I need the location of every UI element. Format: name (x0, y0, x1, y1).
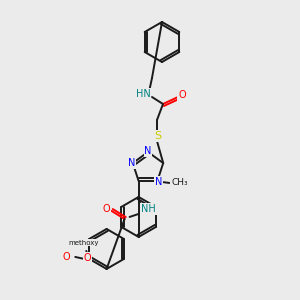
Text: methoxy: methoxy (68, 240, 98, 246)
Text: S: S (154, 131, 162, 141)
Text: O: O (62, 252, 70, 262)
Text: CH₃: CH₃ (171, 178, 188, 188)
Text: N: N (144, 146, 152, 156)
Text: NH: NH (141, 204, 156, 214)
Text: N: N (155, 177, 162, 187)
Text: O: O (103, 204, 110, 214)
Text: HN: HN (136, 89, 150, 99)
Text: O: O (178, 90, 186, 100)
Text: N: N (128, 158, 136, 168)
Text: O: O (83, 253, 91, 263)
